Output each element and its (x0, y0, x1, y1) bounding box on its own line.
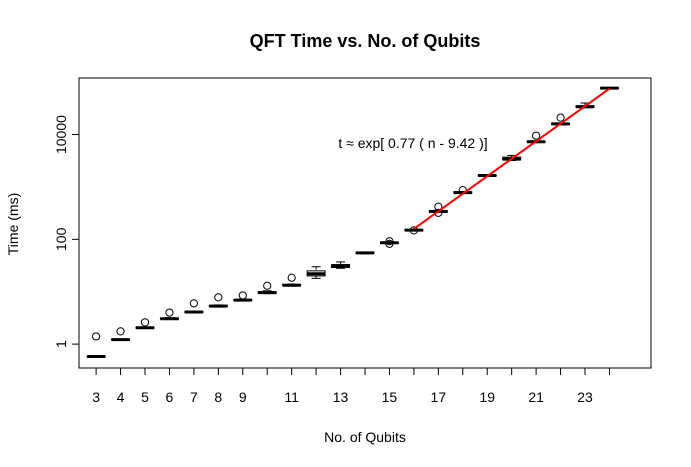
plot-area (78, 77, 652, 369)
x-tick-label: 4 (117, 389, 125, 405)
x-tick-label: 21 (528, 389, 544, 405)
x-axis-label: No. of Qubits (324, 429, 406, 445)
outlier-point (214, 293, 223, 302)
y-axis-label: Time (ms) (5, 193, 21, 255)
outlier-point (287, 273, 296, 282)
outlier-point (140, 318, 150, 327)
boxes-layer (86, 86, 619, 359)
fit-line (413, 87, 611, 230)
box-4 (111, 338, 131, 342)
outlier-point (238, 291, 247, 300)
outlier-point (116, 327, 125, 336)
outliers-layer (92, 113, 565, 341)
outlier-point (92, 332, 101, 341)
box-8 (208, 304, 228, 308)
box-3 (86, 355, 106, 359)
x-tick-label: 11 (284, 389, 299, 405)
y-tick-label: 10000 (53, 115, 69, 154)
outlier-point (556, 113, 565, 122)
x-tick-label: 19 (479, 389, 495, 405)
x-tick-label: 23 (577, 389, 593, 405)
x-tick-label: 13 (333, 389, 349, 405)
outlier-point (532, 131, 541, 140)
x-axis: 3 4 5 6 7 8 9 11 13 15 17 19 21 23 (92, 367, 610, 405)
outlier-point (263, 281, 272, 290)
box-6 (159, 317, 179, 321)
outlier-point (189, 299, 198, 308)
x-tick-label: 6 (166, 389, 174, 405)
box-7 (184, 310, 204, 314)
outlier-point (385, 237, 394, 246)
outlier-point (385, 239, 394, 248)
box-13 (331, 261, 351, 269)
y-tick-label: 100 (53, 227, 69, 251)
box-15 (379, 241, 399, 245)
box-5 (135, 326, 155, 330)
box-9 (233, 298, 253, 302)
outlier-point (165, 308, 174, 317)
box-11 (282, 283, 302, 287)
box-10 (257, 290, 277, 295)
y-tick-label: 1 (53, 340, 69, 348)
chart-title: QFT Time vs. No. of Qubits (250, 31, 481, 51)
x-tick-label: 17 (431, 389, 447, 405)
x-tick-label: 8 (214, 389, 222, 405)
fit-annotation: t ≈ exp[ 0.77 ( n - 9.42 )] (338, 135, 487, 151)
x-tick-label: 9 (239, 389, 247, 405)
box-12 (306, 266, 326, 279)
x-tick-label: 5 (141, 389, 149, 405)
x-tick-label: 3 (92, 389, 100, 405)
box-24 (599, 86, 619, 90)
x-tick-label: 7 (190, 389, 198, 405)
x-tick-label: 15 (382, 389, 398, 405)
outlier-point (409, 226, 418, 235)
y-axis: 1 100 10000 (53, 115, 80, 348)
box-16 (404, 228, 424, 232)
box-14 (355, 251, 375, 255)
